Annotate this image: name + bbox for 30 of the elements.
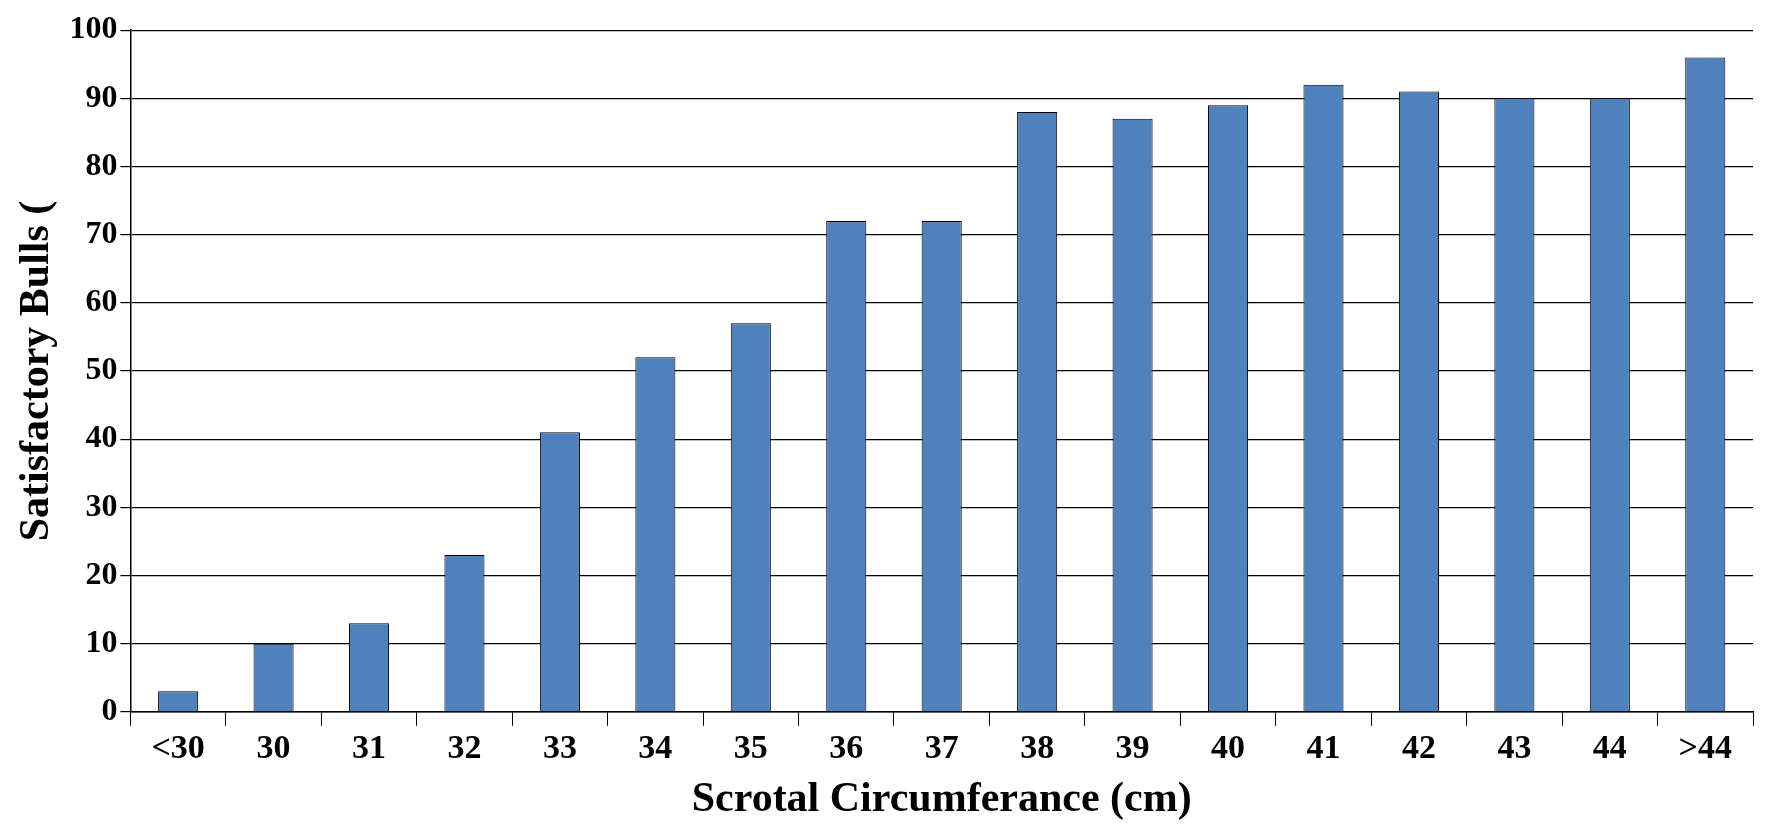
y-axis-title: Satisfactory Bulls ( [11,200,59,542]
y-tick-label: 60 [85,282,118,319]
x-tick-label: 44 [1592,727,1627,765]
x-tick-label: 41 [1306,727,1341,765]
x-tick-label: 42 [1401,727,1436,765]
y-tick-label: 30 [85,486,118,523]
x-tick-label: 36 [829,727,864,765]
x-tick-label: 34 [638,727,673,765]
y-tick-label: 70 [85,213,118,250]
y-tick-label: 90 [85,77,118,114]
x-tick-label: 33 [542,727,577,765]
x-tick-label: >44 [1678,727,1732,765]
y-tick-label: 0 [101,691,118,728]
x-tick-label: 35 [733,727,768,765]
x-tick-label: 31 [352,727,387,765]
x-tick-label: 40 [1211,727,1246,765]
x-tick-label: 43 [1497,727,1532,765]
x-tick-label: 32 [447,727,482,765]
x-tick-label: <30 [151,727,205,765]
x-tick-label: 39 [1115,727,1150,765]
y-tick-label: 40 [85,418,118,455]
x-tick-label: 37 [924,727,959,765]
y-tick-label: 100 [69,9,118,46]
y-tick-label: 50 [85,350,118,387]
x-tick-label: 38 [1020,727,1055,765]
x-tick-label: 30 [256,727,291,765]
y-tick-label: 80 [85,145,118,182]
x-axis-title: Scrotal Circumferance (cm) [691,773,1192,821]
y-tick-label: 10 [85,622,118,659]
y-tick-label: 20 [85,554,118,591]
